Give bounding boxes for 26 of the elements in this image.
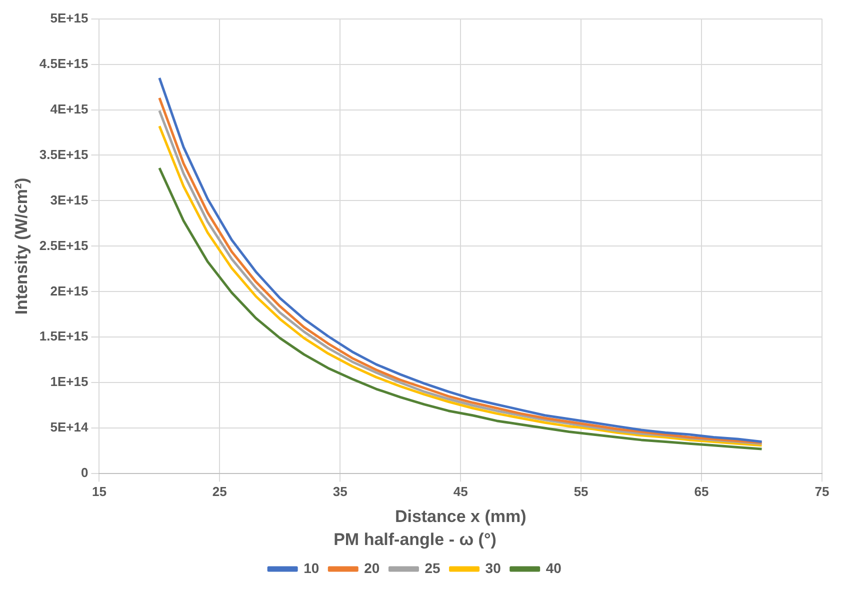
y-tick-label: 5E+15 [50,10,88,26]
x-axis-title: Distance x (mm) [394,507,526,526]
y-tick-label: 1.5E+15 [39,328,88,344]
y-tick-label: 3.5E+15 [39,146,88,162]
y-tick-label: 0 [80,465,88,480]
x-tick-label: 75 [814,484,830,499]
y-tick-label: 4E+15 [50,101,88,116]
y-tick-label: 1E+15 [50,374,88,390]
y-tick-label: 3E+15 [50,192,88,208]
x-tick-label: 15 [92,484,106,499]
y-tick-label: 4.5E+15 [39,56,88,71]
legend-title: PM half-angle - ω (°) [334,530,496,549]
y-axis-title: Intensity (W/cm²) [12,178,31,315]
legend-label: 30 [485,560,502,576]
legend-label: 10 [304,560,320,576]
legend-label: 25 [424,560,440,576]
y-tick-label: 2.5E+15 [39,238,88,253]
x-tick-label: 25 [212,484,227,499]
legend-label: 40 [546,560,562,576]
y-tick-label: 2E+15 [50,283,88,298]
x-tick-label: 55 [574,484,588,499]
x-tick-label: 35 [332,484,348,499]
x-tick-label: 45 [453,484,468,499]
legend-label: 20 [364,560,380,576]
x-tick-label: 65 [694,484,709,499]
y-tick-label: 5E+14 [50,420,89,435]
